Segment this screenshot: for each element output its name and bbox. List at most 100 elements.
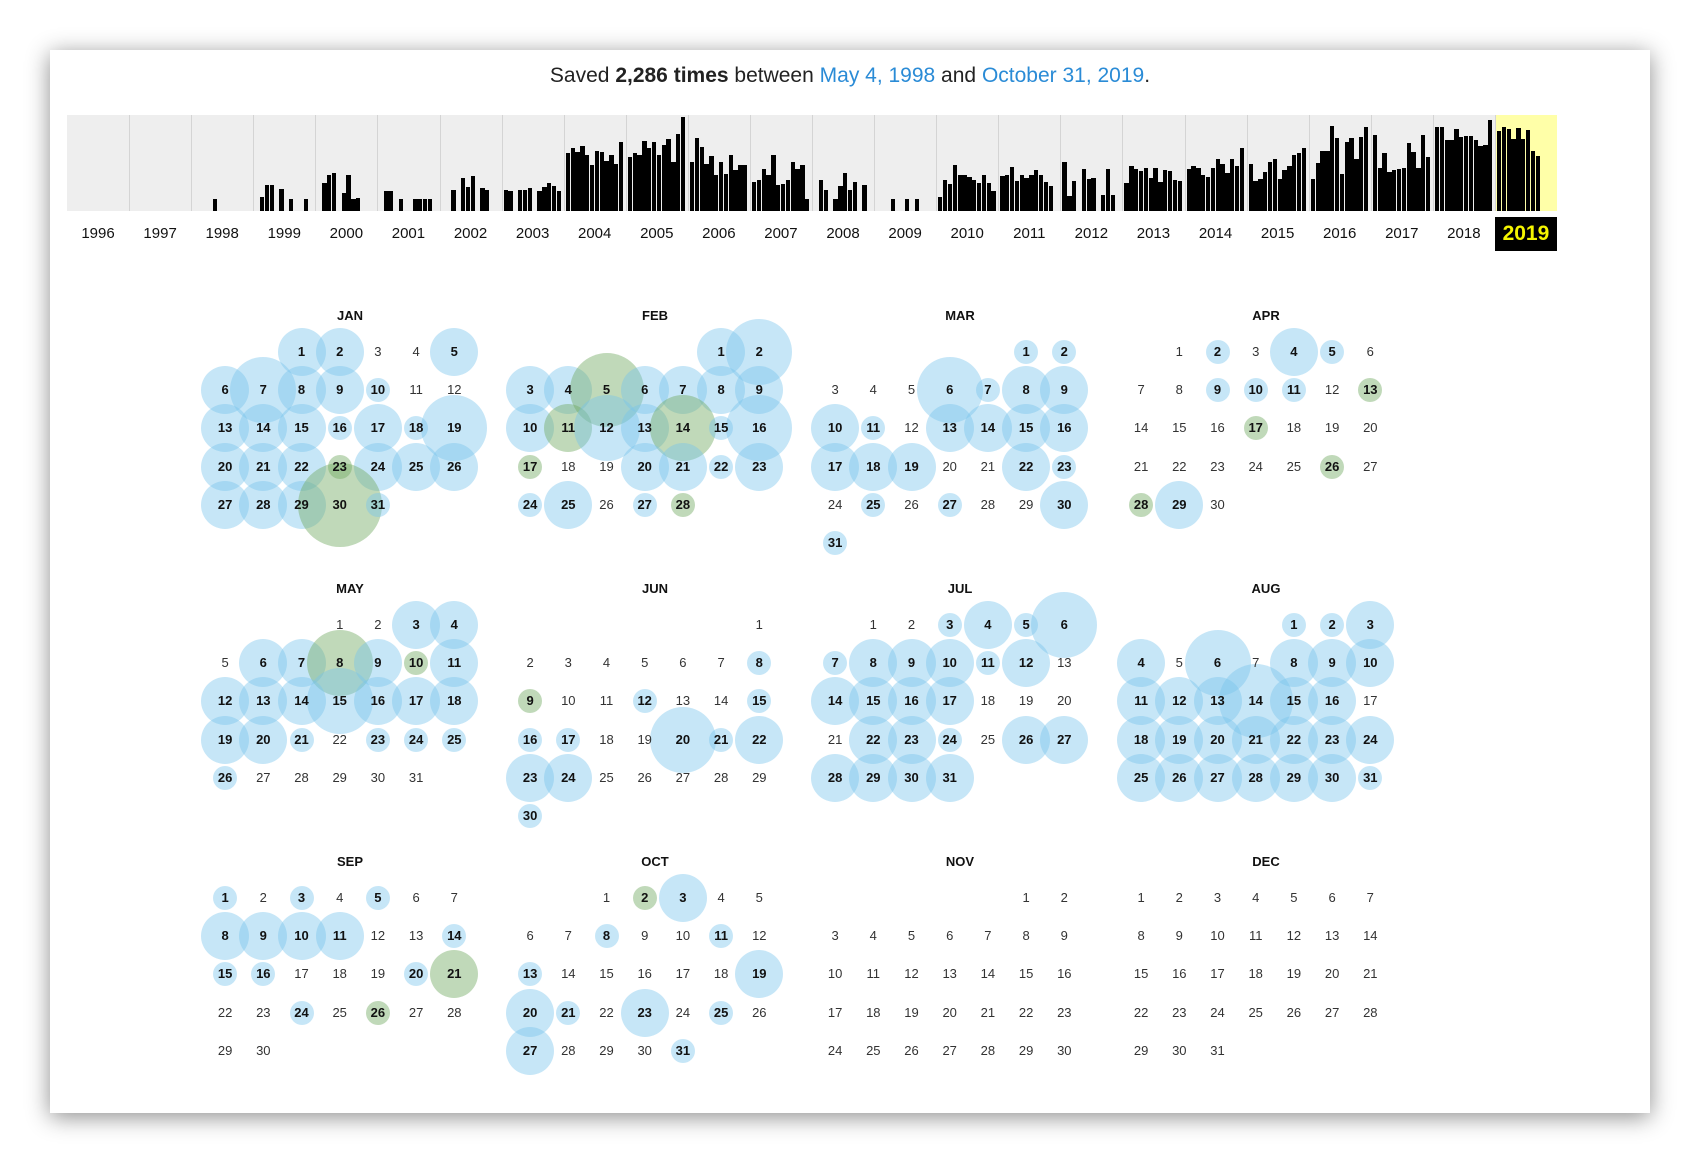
calendar-day[interactable]: 27: [942, 496, 957, 512]
calendar-day[interactable]: 14: [256, 420, 271, 436]
year-label-2001[interactable]: 2001: [391, 225, 426, 242]
calendar-day[interactable]: 14: [827, 693, 843, 709]
year-label-1999[interactable]: 1999: [267, 225, 301, 242]
calendar-day[interactable]: 9: [259, 928, 267, 944]
calendar-day[interactable]: 5: [374, 890, 382, 905]
calendar-day[interactable]: 29: [1172, 496, 1187, 512]
calendar-day[interactable]: 9: [526, 693, 534, 709]
calendar-day[interactable]: 11: [714, 928, 728, 944]
calendar-day[interactable]: 1: [717, 344, 725, 359]
calendar-day[interactable]: 21: [675, 458, 691, 474]
calendar-day[interactable]: 9: [336, 382, 344, 398]
calendar-day[interactable]: 11: [1134, 693, 1148, 709]
calendar-day[interactable]: 24: [294, 1004, 309, 1020]
calendar-day[interactable]: 25: [866, 496, 881, 512]
calendar-day[interactable]: 13: [1210, 693, 1225, 709]
calendar-day[interactable]: 24: [942, 731, 957, 747]
calendar-day[interactable]: 23: [1324, 731, 1340, 747]
calendar-day[interactable]: 23: [904, 731, 919, 747]
calendar-day[interactable]: 27: [1210, 769, 1225, 785]
calendar-day[interactable]: 24: [408, 731, 424, 747]
calendar-day[interactable]: 8: [755, 655, 763, 671]
calendar-day[interactable]: 26: [1324, 458, 1340, 474]
calendar-day[interactable]: 6: [259, 655, 267, 671]
calendar-day[interactable]: 16: [1324, 693, 1340, 709]
calendar-day[interactable]: 21: [1248, 731, 1263, 747]
calendar-day[interactable]: 12: [1172, 693, 1187, 709]
calendar-day[interactable]: 10: [408, 655, 424, 671]
calendar-day[interactable]: 1: [221, 890, 229, 905]
calendar-day[interactable]: 16: [256, 966, 271, 982]
calendar-day[interactable]: 19: [752, 966, 767, 982]
calendar-day[interactable]: 19: [904, 458, 919, 474]
calendar-day[interactable]: 3: [297, 890, 306, 905]
calendar-day[interactable]: 23: [752, 458, 767, 474]
calendar-day[interactable]: 15: [866, 693, 881, 709]
calendar-day[interactable]: 23: [332, 458, 347, 474]
calendar-day[interactable]: 28: [256, 496, 271, 512]
calendar-day[interactable]: 8: [221, 928, 229, 944]
calendar-day[interactable]: 22: [866, 731, 881, 747]
calendar-day[interactable]: 2: [336, 344, 344, 359]
calendar-day[interactable]: 6: [1213, 655, 1222, 671]
year-label-2015[interactable]: 2015: [1260, 225, 1295, 242]
calendar-day[interactable]: 23: [522, 769, 538, 785]
calendar-day[interactable]: 17: [408, 693, 424, 709]
calendar-day[interactable]: 31: [370, 496, 386, 512]
first-capture-link[interactable]: May 4, 1998: [819, 64, 936, 87]
calendar-day[interactable]: 20: [637, 458, 652, 474]
calendar-day[interactable]: 18: [866, 458, 881, 474]
calendar-day[interactable]: 3: [1366, 617, 1374, 632]
calendar-day[interactable]: 29: [866, 769, 881, 785]
calendar-day[interactable]: 10: [370, 382, 386, 398]
calendar-day[interactable]: 8: [297, 382, 306, 398]
calendar-day[interactable]: 16: [1057, 420, 1072, 436]
calendar-day[interactable]: 5: [1022, 617, 1030, 632]
calendar-day[interactable]: 10: [942, 655, 957, 671]
year-label-2004[interactable]: 2004: [578, 225, 612, 242]
calendar-day[interactable]: 4: [450, 617, 458, 632]
calendar-day[interactable]: 29: [294, 496, 309, 512]
calendar-day[interactable]: 23: [1057, 458, 1072, 474]
calendar-day[interactable]: 18: [447, 693, 462, 709]
calendar-day[interactable]: 16: [522, 731, 538, 747]
calendar-day[interactable]: 24: [370, 458, 386, 474]
calendar-day[interactable]: 26: [370, 1004, 386, 1020]
year-label-2002[interactable]: 2002: [453, 225, 488, 242]
calendar-day[interactable]: 26: [1018, 731, 1034, 747]
calendar-day[interactable]: 19: [1172, 731, 1187, 747]
calendar-day[interactable]: 11: [866, 420, 881, 436]
calendar-day[interactable]: 13: [217, 420, 233, 436]
calendar-day[interactable]: 16: [752, 420, 767, 436]
calendar-day[interactable]: 2: [1328, 617, 1336, 632]
calendar-day[interactable]: 15: [294, 420, 309, 436]
calendar-day[interactable]: 5: [1328, 344, 1336, 359]
year-label-2010[interactable]: 2010: [950, 225, 984, 242]
year-label-2008[interactable]: 2008: [826, 225, 860, 242]
calendar-day[interactable]: 8: [717, 382, 725, 398]
year-label-1996[interactable]: 1996: [81, 225, 115, 242]
calendar-day[interactable]: 22: [1018, 458, 1034, 474]
calendar-day[interactable]: 14: [980, 420, 996, 436]
calendar-day[interactable]: 3: [679, 890, 687, 905]
calendar-day[interactable]: 21: [294, 731, 309, 747]
year-label-2005[interactable]: 2005: [640, 225, 674, 242]
calendar-day[interactable]: 20: [1210, 731, 1225, 747]
calendar-day[interactable]: 2: [755, 344, 763, 359]
calendar-day[interactable]: 14: [1248, 693, 1263, 709]
year-label-2016[interactable]: 2016: [1323, 225, 1357, 242]
calendar-day[interactable]: 27: [217, 496, 233, 512]
calendar-day[interactable]: 11: [447, 655, 462, 671]
calendar-day[interactable]: 30: [904, 769, 919, 785]
year-label-2013[interactable]: 2013: [1136, 225, 1171, 242]
calendar-day[interactable]: 30: [332, 496, 347, 512]
calendar-day[interactable]: 11: [981, 655, 995, 671]
calendar-day[interactable]: 3: [412, 617, 420, 632]
calendar-day[interactable]: 4: [564, 382, 572, 398]
calendar-day[interactable]: 17: [370, 420, 386, 436]
calendar-day[interactable]: 26: [447, 458, 462, 474]
calendar-day[interactable]: 7: [259, 382, 267, 398]
year-label-2017[interactable]: 2017: [1385, 225, 1419, 242]
calendar-day[interactable]: 17: [1248, 420, 1263, 436]
last-capture-link[interactable]: October 31, 2019: [981, 64, 1145, 87]
